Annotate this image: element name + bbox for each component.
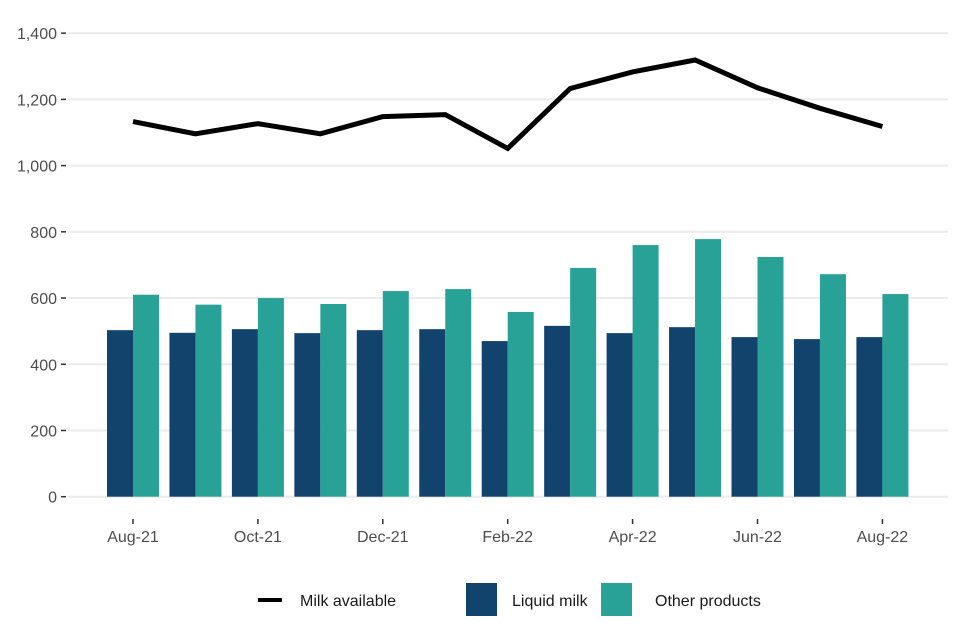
legend-label-milk-available: Milk available [300, 593, 396, 610]
bars [107, 239, 909, 497]
y-tick-label: 600 [30, 291, 57, 308]
x-tick-label: Apr-22 [609, 529, 657, 546]
bar-liquid-milk [731, 337, 758, 497]
x-tick-label: Aug-21 [107, 529, 159, 546]
x-tick-label: Dec-21 [357, 529, 409, 546]
legend-label-other-products: Other products [655, 593, 761, 610]
bar-liquid-milk [356, 330, 383, 497]
bar-liquid-milk [107, 330, 133, 497]
x-tick-label: Jun-22 [733, 529, 782, 546]
bar-other-products [257, 298, 284, 497]
x-axis: Aug-21 Oct-21 Dec-21 Feb-22 Apr-22 Jun-22 Aug-… [107, 519, 908, 546]
bar-liquid-milk [481, 341, 508, 497]
y-axis: 0 200 400 600 800 1,000 1,200 1,400 [17, 26, 66, 507]
y-tick-label: 1,400 [17, 26, 57, 43]
bar-other-products [882, 294, 909, 497]
bar-liquid-milk [231, 329, 258, 497]
bar-other-products [507, 311, 534, 497]
bar-other-products [695, 239, 722, 497]
bar-other-products [570, 267, 597, 497]
bar-liquid-milk [544, 325, 571, 497]
legend: Milk available Liquid milk Other product… [258, 583, 761, 616]
y-tick-label: 200 [30, 423, 57, 440]
y-tick-label: 0 [48, 490, 57, 507]
y-tick-label: 1,200 [17, 92, 57, 109]
bar-other-products [819, 274, 846, 497]
legend-swatch-other-products [601, 583, 632, 616]
bar-other-products [133, 294, 159, 497]
bar-liquid-milk [856, 337, 883, 497]
bar-other-products [757, 256, 784, 497]
bar-liquid-milk [419, 329, 446, 497]
x-tick-label: Oct-21 [234, 529, 282, 546]
x-tick-label: Feb-22 [482, 529, 533, 546]
bar-other-products [382, 291, 409, 497]
bar-liquid-milk [669, 327, 696, 497]
bar-liquid-milk [793, 339, 820, 497]
bar-other-products [445, 289, 472, 497]
legend-label-liquid-milk: Liquid milk [512, 593, 589, 610]
milk-available-line-group [132, 57, 884, 152]
bar-liquid-milk [169, 332, 196, 497]
bar-other-products [632, 245, 659, 497]
bar-other-products [195, 304, 222, 497]
bar-other-products [320, 303, 347, 497]
y-tick-label: 1,000 [17, 159, 57, 176]
milk-available-line [132, 57, 884, 152]
legend-swatch-liquid-milk [466, 583, 497, 616]
bar-liquid-milk [606, 333, 633, 497]
x-tick-label: Aug-22 [857, 529, 909, 546]
bar-liquid-milk [294, 333, 321, 497]
y-tick-label: 800 [30, 225, 57, 242]
y-tick-label: 400 [30, 357, 57, 374]
